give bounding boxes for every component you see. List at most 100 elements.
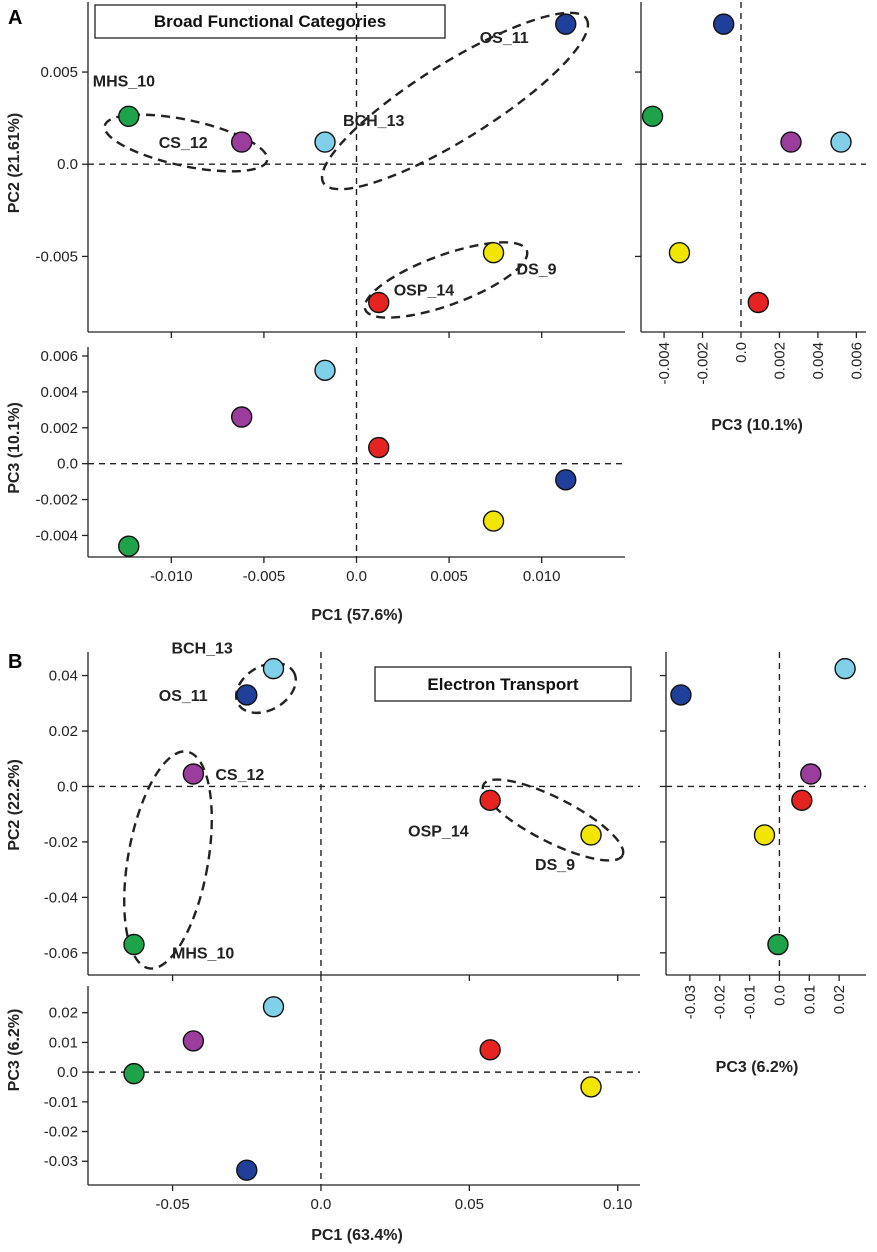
panel-b-bottom-point-ds-9[interactable] [580,1076,602,1098]
panel-a-pc1-tick-label: -0.010 [150,568,193,585]
panel-b-pc2-tick-label: -0.02 [44,834,78,851]
panel-b-pc3-tick-label: 0.02 [49,1005,78,1022]
panel-b-main-point-osp-14[interactable] [479,789,501,812]
panel-b-pc2-tick-label: 0.04 [49,668,78,685]
panel-a-bottom-point-mhs-10[interactable] [118,535,140,557]
panel-b-side-point-mhs-10[interactable] [767,933,789,956]
panel-b-group-ellipse [234,661,298,715]
panel-a-bottom-point-osp-14[interactable] [368,436,390,459]
panel-a-pc3-tick-label: 0.0 [57,456,78,473]
panel-a-point-label-os-11: OS_11 [480,30,529,47]
panel-a-side-point-bch-13[interactable] [830,131,852,153]
panel-a-main-point-bch-13[interactable] [314,131,336,153]
panel-b-bottom-point-cs-12[interactable] [182,1030,205,1052]
panel-b-pc2-tick-label: -0.04 [44,889,78,906]
panel-b-pc1-tick-label: 0.0 [311,1196,332,1213]
panel-a-title: Broad Functional Categories [154,12,386,31]
panel-a-side-point-cs-12[interactable] [780,131,802,153]
panel-b-pc3-tick-label: -0.03 [44,1153,78,1170]
panel-a-main-point-os-11[interactable] [555,13,577,35]
panel-b-bottom-point-os-11[interactable] [236,1159,258,1181]
panel-b-side-pc3-tick-label: -0.02 [712,985,729,1019]
panel-b-pc2-tick-label: 0.0 [57,778,78,795]
panel-b-pc2-tick-label: 0.02 [49,723,78,740]
panel-a-pc1-tick-label: 0.0 [346,568,367,585]
panel-a-side-pc3-tick-label: -0.004 [656,342,673,385]
panel-b-point-label-ds-9: DS_9 [535,857,575,874]
panel-b-pc3-axis-label: PC3 (6.2%) [6,1009,23,1092]
panel-b-pc3-tick-label: -0.01 [44,1094,78,1111]
panel-a-side-pc3-tick-label: 0.002 [771,342,788,380]
panel-b-main-point-cs-12[interactable] [182,763,205,785]
panel-b-side-pc3-tick-label: 0.01 [801,985,818,1014]
panel-b-point-label-bch-13: BCH_13 [171,641,232,658]
panel-b-chart: -0.06 -0.04 -0.02 0.0 0.02 0.04 -0.05 0.0 0.05 0.… [44,641,866,1213]
panel-a-bottom-point-bch-13[interactable] [314,359,336,382]
panel-b-side-pc3-tick-label: 0.0 [771,985,788,1006]
panel-b-main-point-ds-9[interactable] [580,824,602,846]
panel-a-side-point-ds-9[interactable] [668,242,691,264]
panel-a-group-ellipse [320,11,590,191]
panel-b-bottom-point-bch-13[interactable] [262,996,285,1018]
panel-b-pc2-axis-label: PC2 (22.2%) [6,759,23,851]
panel-a-letter: A [8,7,22,29]
panel-a-side-point-os-11[interactable] [712,13,735,35]
panel-a-title-box [94,4,446,39]
panel-b-pc2-tick-label: -0.06 [44,945,78,962]
panel-a-pc3-tick-label: -0.004 [35,527,78,544]
plots-layer: -0.005 0.0 0.005 -0.010 -0.005 0.0 0.005 0.010 -… [35,2,866,1213]
panel-a-main-point-ds-9[interactable] [482,242,505,264]
panel-b-side-pc3-tick-label: 0.02 [831,985,848,1014]
panel-b-letter: B [8,651,22,673]
panel-a-pc1-axis-label: PC1 (57.6%) [311,607,403,624]
panel-b-bottom-point-osp-14[interactable] [479,1039,501,1061]
panel-a-pc2-tick-label: 0.0 [57,156,78,173]
panel-b-group-ellipse [123,750,213,970]
panel-b-title: Electron Transport [427,675,578,694]
panel-b-main-point-mhs-10[interactable] [123,933,145,956]
panel-a-side-pc3-axis-label: PC3 (10.1%) [711,417,803,434]
panel-a-side-pc3-tick-label: 0.006 [848,342,865,380]
panel-b-side-point-bch-13[interactable] [834,657,856,680]
panel-b-main-point-os-11[interactable] [236,684,258,706]
panel-b-pc1-tick-label: -0.05 [155,1196,189,1213]
panel-a-side-point-osp-14[interactable] [747,291,770,314]
panel-b-bottom-point-mhs-10[interactable] [123,1062,145,1085]
panel-b-pc1-axis-label: PC1 (63.4%) [311,1227,403,1244]
panel-a-main-point-mhs-10[interactable] [118,105,140,128]
panel-a-main-point-cs-12[interactable] [230,131,253,153]
panel-a-chart: -0.005 0.0 0.005 -0.010 -0.005 0.0 0.005 0.010 -… [35,2,866,585]
panel-a-pc2-axis-label: PC2 (21.61%) [6,113,23,214]
panel-a-group-ellipse [103,113,269,173]
panel-b-side-point-os-11[interactable] [670,684,692,706]
panel-b-pc3-tick-label: -0.02 [44,1124,78,1141]
panel-a-bottom-point-ds-9[interactable] [482,510,505,532]
panel-a-pc1-tick-label: -0.005 [243,568,286,585]
panel-a-side-point-mhs-10[interactable] [641,105,664,128]
panel-a-bottom-point-os-11[interactable] [555,469,577,491]
panel-a-bottom-point-cs-12[interactable] [230,406,253,428]
panel-a-pc3-tick-label: 0.002 [40,420,78,437]
panel-b-side-point-osp-14[interactable] [791,789,813,812]
panel-a-pc2-tick-label: 0.005 [40,64,78,81]
panel-b-pc3-tick-label: 0.0 [57,1064,78,1081]
panel-b-point-label-mhs-10: MHS_10 [172,946,234,963]
panel-b-group-ellipse [481,778,625,862]
panel-a-pc3-tick-label: 0.004 [40,384,78,401]
panel-b-side-point-ds-9[interactable] [753,824,776,846]
panel-a-pc1-tick-label: 0.005 [430,568,468,585]
panel-a-main-point-osp-14[interactable] [368,291,390,314]
panel-a-side-pc3-tick-label: -0.002 [695,342,712,385]
panel-b-title-box [374,666,632,702]
panel-b-side-point-cs-12[interactable] [800,763,822,785]
panel-a-pc3-axis-label: PC3 (10.1%) [6,402,23,494]
panel-b-main-point-bch-13[interactable] [262,657,285,680]
panel-b-point-label-osp-14: OSP_14 [408,823,469,840]
panel-a-point-label-ds-9: DS_9 [517,262,557,279]
panel-a-point-label-cs-12: CS_12 [159,135,208,152]
panel-b-side-pc3-axis-label: PC3 (6.2%) [716,1059,799,1076]
panel-a-pc1-tick-label: 0.010 [523,568,561,585]
panel-a-pc2-tick-label: -0.005 [35,248,78,265]
